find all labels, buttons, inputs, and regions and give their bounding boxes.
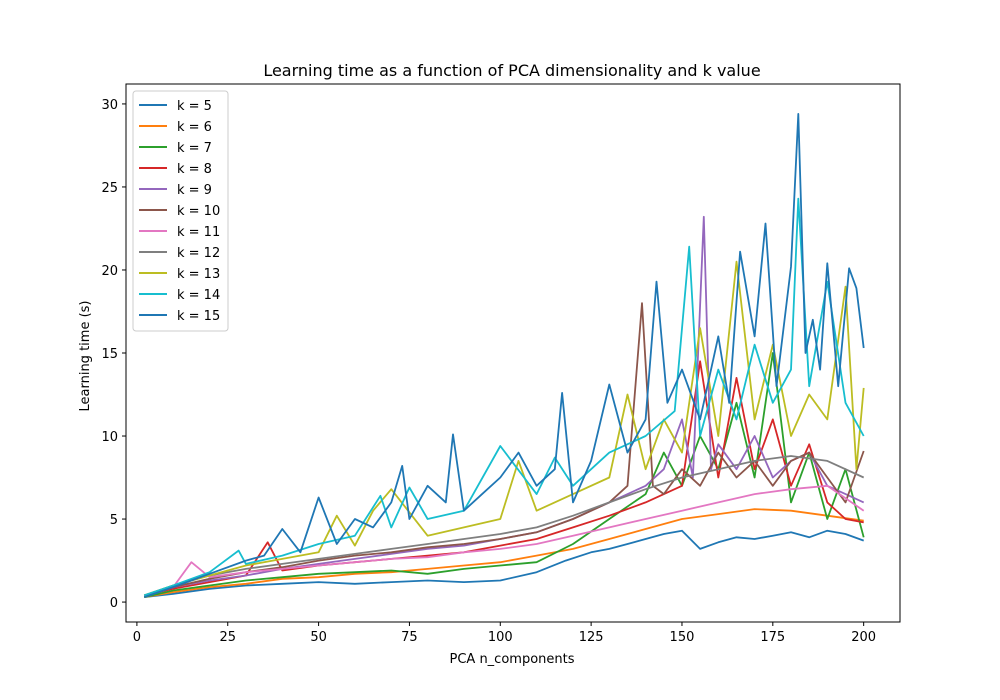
x-tick-label: 125 <box>579 630 604 645</box>
series-line-k-5 <box>144 529 865 598</box>
legend-label: k = 15 <box>177 309 220 324</box>
x-axis-label: PCA n_components <box>450 652 575 667</box>
series-line-k-12 <box>143 455 865 597</box>
legend-label: k = 8 <box>177 162 212 177</box>
y-tick-label: 25 <box>101 181 118 196</box>
series-line-k-10 <box>143 302 865 597</box>
x-tick-label: 175 <box>760 630 785 645</box>
x-tick-label: 50 <box>310 630 327 645</box>
legend-label: k = 11 <box>177 225 220 240</box>
legend-label: k = 10 <box>177 204 220 219</box>
chart-title: Learning time as a function of PCA dimen… <box>263 61 760 80</box>
legend-label: k = 5 <box>177 99 212 114</box>
plot-area: 0 25 50 75 100 125 150 175 200 0 5 10 15 20 25 30 <box>101 83 901 645</box>
series-line-k-9 <box>143 215 865 597</box>
x-tick-label: 200 <box>851 630 876 645</box>
x-tick-label: 0 <box>133 630 141 645</box>
y-tick-label: 30 <box>101 98 118 113</box>
y-axis-label: Learning time (s) <box>78 301 93 412</box>
legend-label: k = 14 <box>177 288 220 303</box>
legend-label: k = 9 <box>177 183 212 198</box>
legend-label: k = 12 <box>177 246 220 261</box>
legend-label: k = 7 <box>177 141 212 156</box>
series-line-k-14 <box>143 197 865 597</box>
x-tick-label: 150 <box>670 630 695 645</box>
x-tick-label: 25 <box>219 630 236 645</box>
legend-box <box>132 90 229 332</box>
legend-label: k = 13 <box>177 267 220 282</box>
y-tick-label: 0 <box>110 596 118 611</box>
legend: k = 5 k = 6 k = 7 k = 8 k = 9 k = 10 k = 11 k =… <box>132 90 229 332</box>
series-line-k-8 <box>144 360 864 597</box>
y-tick-label: 5 <box>110 513 118 528</box>
series-line-k-11 <box>143 484 865 597</box>
series-line-k-13 <box>143 260 865 597</box>
x-tick-label: 75 <box>401 630 418 645</box>
legend-label: k = 6 <box>177 120 212 135</box>
y-tick-label: 10 <box>101 430 118 445</box>
series-line-k-6 <box>144 508 864 598</box>
series-line-k-7 <box>144 352 865 598</box>
series-line-k-15 <box>143 113 865 598</box>
y-tick-label: 20 <box>101 264 118 279</box>
y-tick-label: 15 <box>101 347 118 362</box>
series-group <box>143 113 865 598</box>
x-tick-label: 100 <box>488 630 513 645</box>
